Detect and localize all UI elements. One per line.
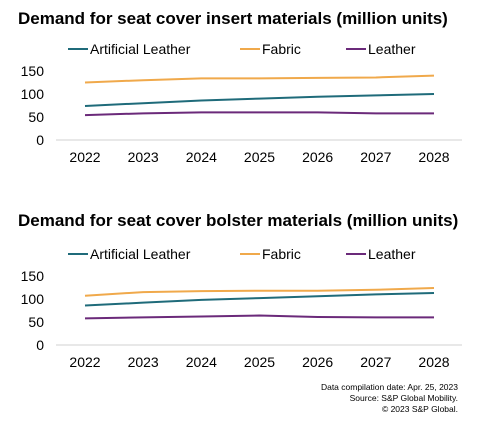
legend-item: Fabric bbox=[240, 41, 301, 57]
series-line bbox=[84, 111, 434, 117]
legend-item: Leather bbox=[346, 246, 416, 262]
y-tick-label: 0 bbox=[36, 132, 44, 148]
legend-label: Fabric bbox=[262, 246, 301, 262]
insert-materials-chart: Demand for seat cover insert materials (… bbox=[0, 0, 480, 190]
source-note: Source: S&P Global Mobility. bbox=[349, 393, 458, 403]
legend-label: Leather bbox=[368, 246, 416, 262]
x-tick-label: 2027 bbox=[360, 149, 391, 165]
y-tick-label: 100 bbox=[21, 86, 45, 102]
y-tick-label: 50 bbox=[28, 314, 44, 330]
x-tick-label: 2022 bbox=[69, 149, 100, 165]
series-line bbox=[84, 74, 435, 84]
copyright-note: © 2023 S&P Global. bbox=[381, 404, 458, 414]
bolster-materials-plot: Artificial Leather Fabric Leather 0 50 100 150… bbox=[21, 246, 462, 370]
legend-item: Artificial Leather bbox=[68, 246, 191, 262]
series-line bbox=[84, 286, 435, 297]
x-tick-label: 2028 bbox=[418, 149, 449, 165]
legend-label: Artificial Leather bbox=[90, 41, 191, 57]
x-tick-label: 2024 bbox=[186, 354, 217, 370]
legend-label: Artificial Leather bbox=[90, 246, 191, 262]
y-tick-label: 150 bbox=[21, 63, 45, 79]
y-tick-label: 0 bbox=[36, 337, 44, 353]
x-tick-label: 2028 bbox=[418, 354, 449, 370]
x-tick-label: 2025 bbox=[244, 354, 275, 370]
chart-title: Demand for seat cover insert materials (… bbox=[18, 9, 448, 28]
compilation-date: Data compilation date: Apr. 25, 2023 bbox=[320, 382, 458, 392]
bolster-materials-chart: Demand for seat cover bolster materials … bbox=[18, 211, 462, 370]
x-tick-label: 2025 bbox=[244, 149, 275, 165]
x-tick-label: 2027 bbox=[360, 354, 391, 370]
insert-materials-plot: Artificial Leather Fabric Leather 0 50 100 150… bbox=[21, 41, 462, 165]
x-tick-label: 2023 bbox=[128, 149, 159, 165]
y-tick-label: 50 bbox=[28, 109, 44, 125]
x-tick-label: 2026 bbox=[302, 149, 333, 165]
series-line bbox=[84, 292, 435, 307]
series-line bbox=[84, 314, 434, 320]
x-tick-label: 2023 bbox=[128, 354, 159, 370]
footer-notes: Data compilation date: Apr. 25, 2023 Sou… bbox=[321, 382, 458, 415]
x-tick-label: 2022 bbox=[69, 354, 100, 370]
x-tick-label: 2026 bbox=[302, 354, 333, 370]
x-tick-label: 2024 bbox=[186, 149, 217, 165]
y-tick-label: 100 bbox=[21, 291, 45, 307]
legend-label: Fabric bbox=[262, 41, 301, 57]
y-tick-label: 150 bbox=[21, 268, 45, 284]
legend-item: Artificial Leather bbox=[68, 41, 191, 57]
legend-item: Fabric bbox=[240, 246, 301, 262]
legend-item: Leather bbox=[346, 41, 416, 57]
legend-label: Leather bbox=[368, 41, 416, 57]
series-line bbox=[84, 93, 435, 107]
chart-title: Demand for seat cover bolster materials … bbox=[18, 211, 459, 230]
